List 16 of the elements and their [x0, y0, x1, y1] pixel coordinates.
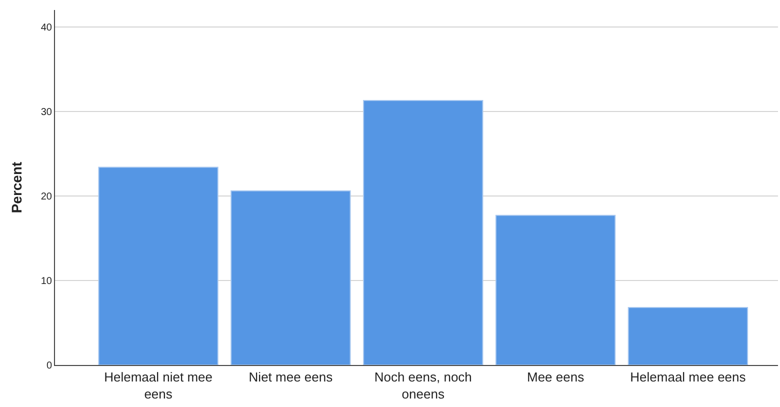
bar: [363, 100, 484, 365]
bar: [230, 190, 351, 365]
bar: [628, 307, 748, 365]
x-tick-label: Mee eens: [526, 370, 585, 385]
y-tick-label: 10: [40, 276, 52, 287]
bar: [98, 166, 218, 365]
x-tick-label: Helemaal niet mee eens: [104, 370, 212, 402]
bar: [495, 214, 616, 365]
x-tick-label: Niet mee eens: [248, 370, 334, 385]
x-tick-label: Helemaal mee eens: [630, 370, 746, 385]
y-tick-label: 30: [40, 106, 52, 118]
y-tick-label: 0: [46, 360, 52, 372]
y-tick-label: 40: [40, 22, 52, 34]
x-tick-label: Noch eens, noch oneens: [374, 370, 472, 402]
y-tick-label: 20: [40, 191, 52, 202]
y-axis-title: Percent: [8, 161, 24, 214]
